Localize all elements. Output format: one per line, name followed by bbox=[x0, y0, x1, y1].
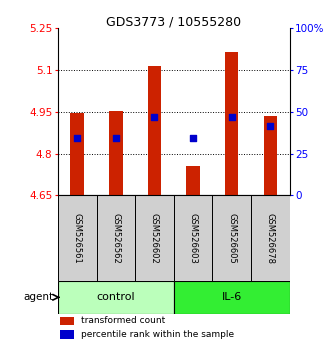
Bar bbox=[263, 116, 277, 195]
Text: GSM526561: GSM526561 bbox=[73, 213, 82, 263]
Bar bbox=[135, 195, 174, 281]
Bar bbox=[225, 52, 238, 195]
Bar bbox=[97, 195, 135, 281]
Text: percentile rank within the sample: percentile rank within the sample bbox=[81, 330, 234, 339]
Bar bbox=[213, 195, 251, 281]
Point bbox=[74, 136, 80, 141]
Bar bbox=[251, 195, 290, 281]
Text: GSM526678: GSM526678 bbox=[266, 212, 275, 263]
Text: GSM526562: GSM526562 bbox=[111, 213, 120, 263]
Point bbox=[268, 123, 273, 129]
Bar bbox=[186, 166, 200, 195]
Bar bbox=[148, 66, 161, 195]
Text: transformed count: transformed count bbox=[81, 316, 166, 325]
Text: control: control bbox=[97, 292, 135, 302]
Text: agent: agent bbox=[23, 292, 53, 302]
Text: GSM526605: GSM526605 bbox=[227, 213, 236, 263]
Title: GDS3773 / 10555280: GDS3773 / 10555280 bbox=[106, 15, 241, 28]
Bar bbox=[109, 110, 122, 195]
Point bbox=[113, 136, 118, 141]
Bar bbox=[58, 281, 174, 314]
Bar bbox=[174, 195, 213, 281]
Bar bbox=[174, 281, 290, 314]
Text: GSM526602: GSM526602 bbox=[150, 213, 159, 263]
Text: GSM526603: GSM526603 bbox=[189, 213, 198, 263]
Point bbox=[152, 115, 157, 120]
Point bbox=[229, 114, 234, 120]
Bar bbox=[60, 316, 74, 325]
Text: IL-6: IL-6 bbox=[221, 292, 242, 302]
Bar bbox=[58, 195, 97, 281]
Point bbox=[190, 136, 196, 141]
Bar bbox=[71, 113, 84, 195]
Bar bbox=[60, 330, 74, 338]
